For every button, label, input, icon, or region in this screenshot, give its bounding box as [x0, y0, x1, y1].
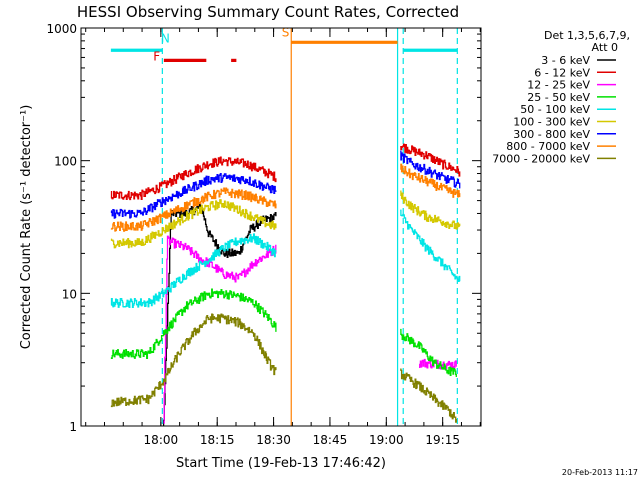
series-line — [110, 172, 277, 219]
footer-date: 20-Feb-2013 11:17 — [562, 468, 638, 477]
series-line — [400, 163, 461, 198]
series-line — [110, 313, 277, 408]
plot-frame — [80, 27, 482, 427]
legend-header-line-1: Det 1,3,5,6,7,9, — [544, 29, 630, 42]
x-tick-label: 19:15 — [425, 433, 460, 447]
x-axis: 18:00 18:15 18:30 18:45 19:00 19:15 — [85, 28, 481, 447]
series-line — [419, 358, 457, 370]
legend-header-line-2: Att 0 — [592, 41, 618, 54]
series-line — [110, 233, 277, 309]
legend-entry-label: 300 - 800 keV — [513, 128, 590, 141]
flag-annotation: S — [282, 26, 290, 40]
series-line — [110, 199, 277, 249]
series-line — [400, 150, 461, 189]
y-tick-label: 10 — [62, 287, 77, 301]
y-tick-label: 100 — [54, 155, 77, 169]
flag-bars — [110, 40, 458, 62]
series-line — [163, 235, 277, 424]
legend-entry-label: 800 - 7000 keV — [506, 140, 590, 153]
legend-entry-label: 6 - 12 keV — [534, 66, 590, 79]
x-tick-label: 18:15 — [200, 433, 235, 447]
series-line — [400, 328, 457, 377]
x-tick-label: 18:00 — [144, 433, 179, 447]
y-axis-label: Corrected Count Rate (s⁻¹ detector⁻¹) — [19, 105, 34, 350]
flag-annotations: NF S — [153, 26, 289, 64]
legend-entry-label: 25 - 50 keV — [527, 91, 590, 104]
legend-entry-label: 100 - 300 keV — [513, 116, 590, 129]
flag-annotation: N — [161, 31, 170, 45]
x-axis-label: Start Time (19-Feb-13 17:46:42) — [176, 456, 386, 471]
series-line — [400, 209, 461, 282]
legend-entry-label: 12 - 25 keV — [527, 79, 590, 92]
series-lines — [110, 143, 461, 426]
flag-annotation: F — [153, 49, 160, 63]
x-tick-label: 18:45 — [313, 433, 348, 447]
legend-entry-label: 50 - 100 keV — [520, 103, 590, 116]
series-line — [400, 190, 461, 230]
series-line — [400, 143, 461, 177]
series-line — [110, 288, 277, 360]
series-line — [110, 187, 277, 232]
x-tick-label: 19:00 — [369, 433, 404, 447]
x-tick-label: 18:30 — [256, 433, 291, 447]
y-tick-label: 1 — [69, 420, 77, 434]
y-axis: 1 10 100 1000 — [46, 22, 481, 434]
chart-title: HESSI Observing Summary Count Rates, Cor… — [77, 3, 459, 21]
series-line — [400, 368, 457, 423]
mode-lines — [161, 28, 458, 426]
legend-entry-label: 3 - 6 keV — [541, 54, 590, 67]
y-tick-label: 1000 — [46, 22, 77, 36]
series-line — [110, 156, 277, 201]
legend-entry-label: 7000 - 20000 keV — [492, 152, 590, 165]
